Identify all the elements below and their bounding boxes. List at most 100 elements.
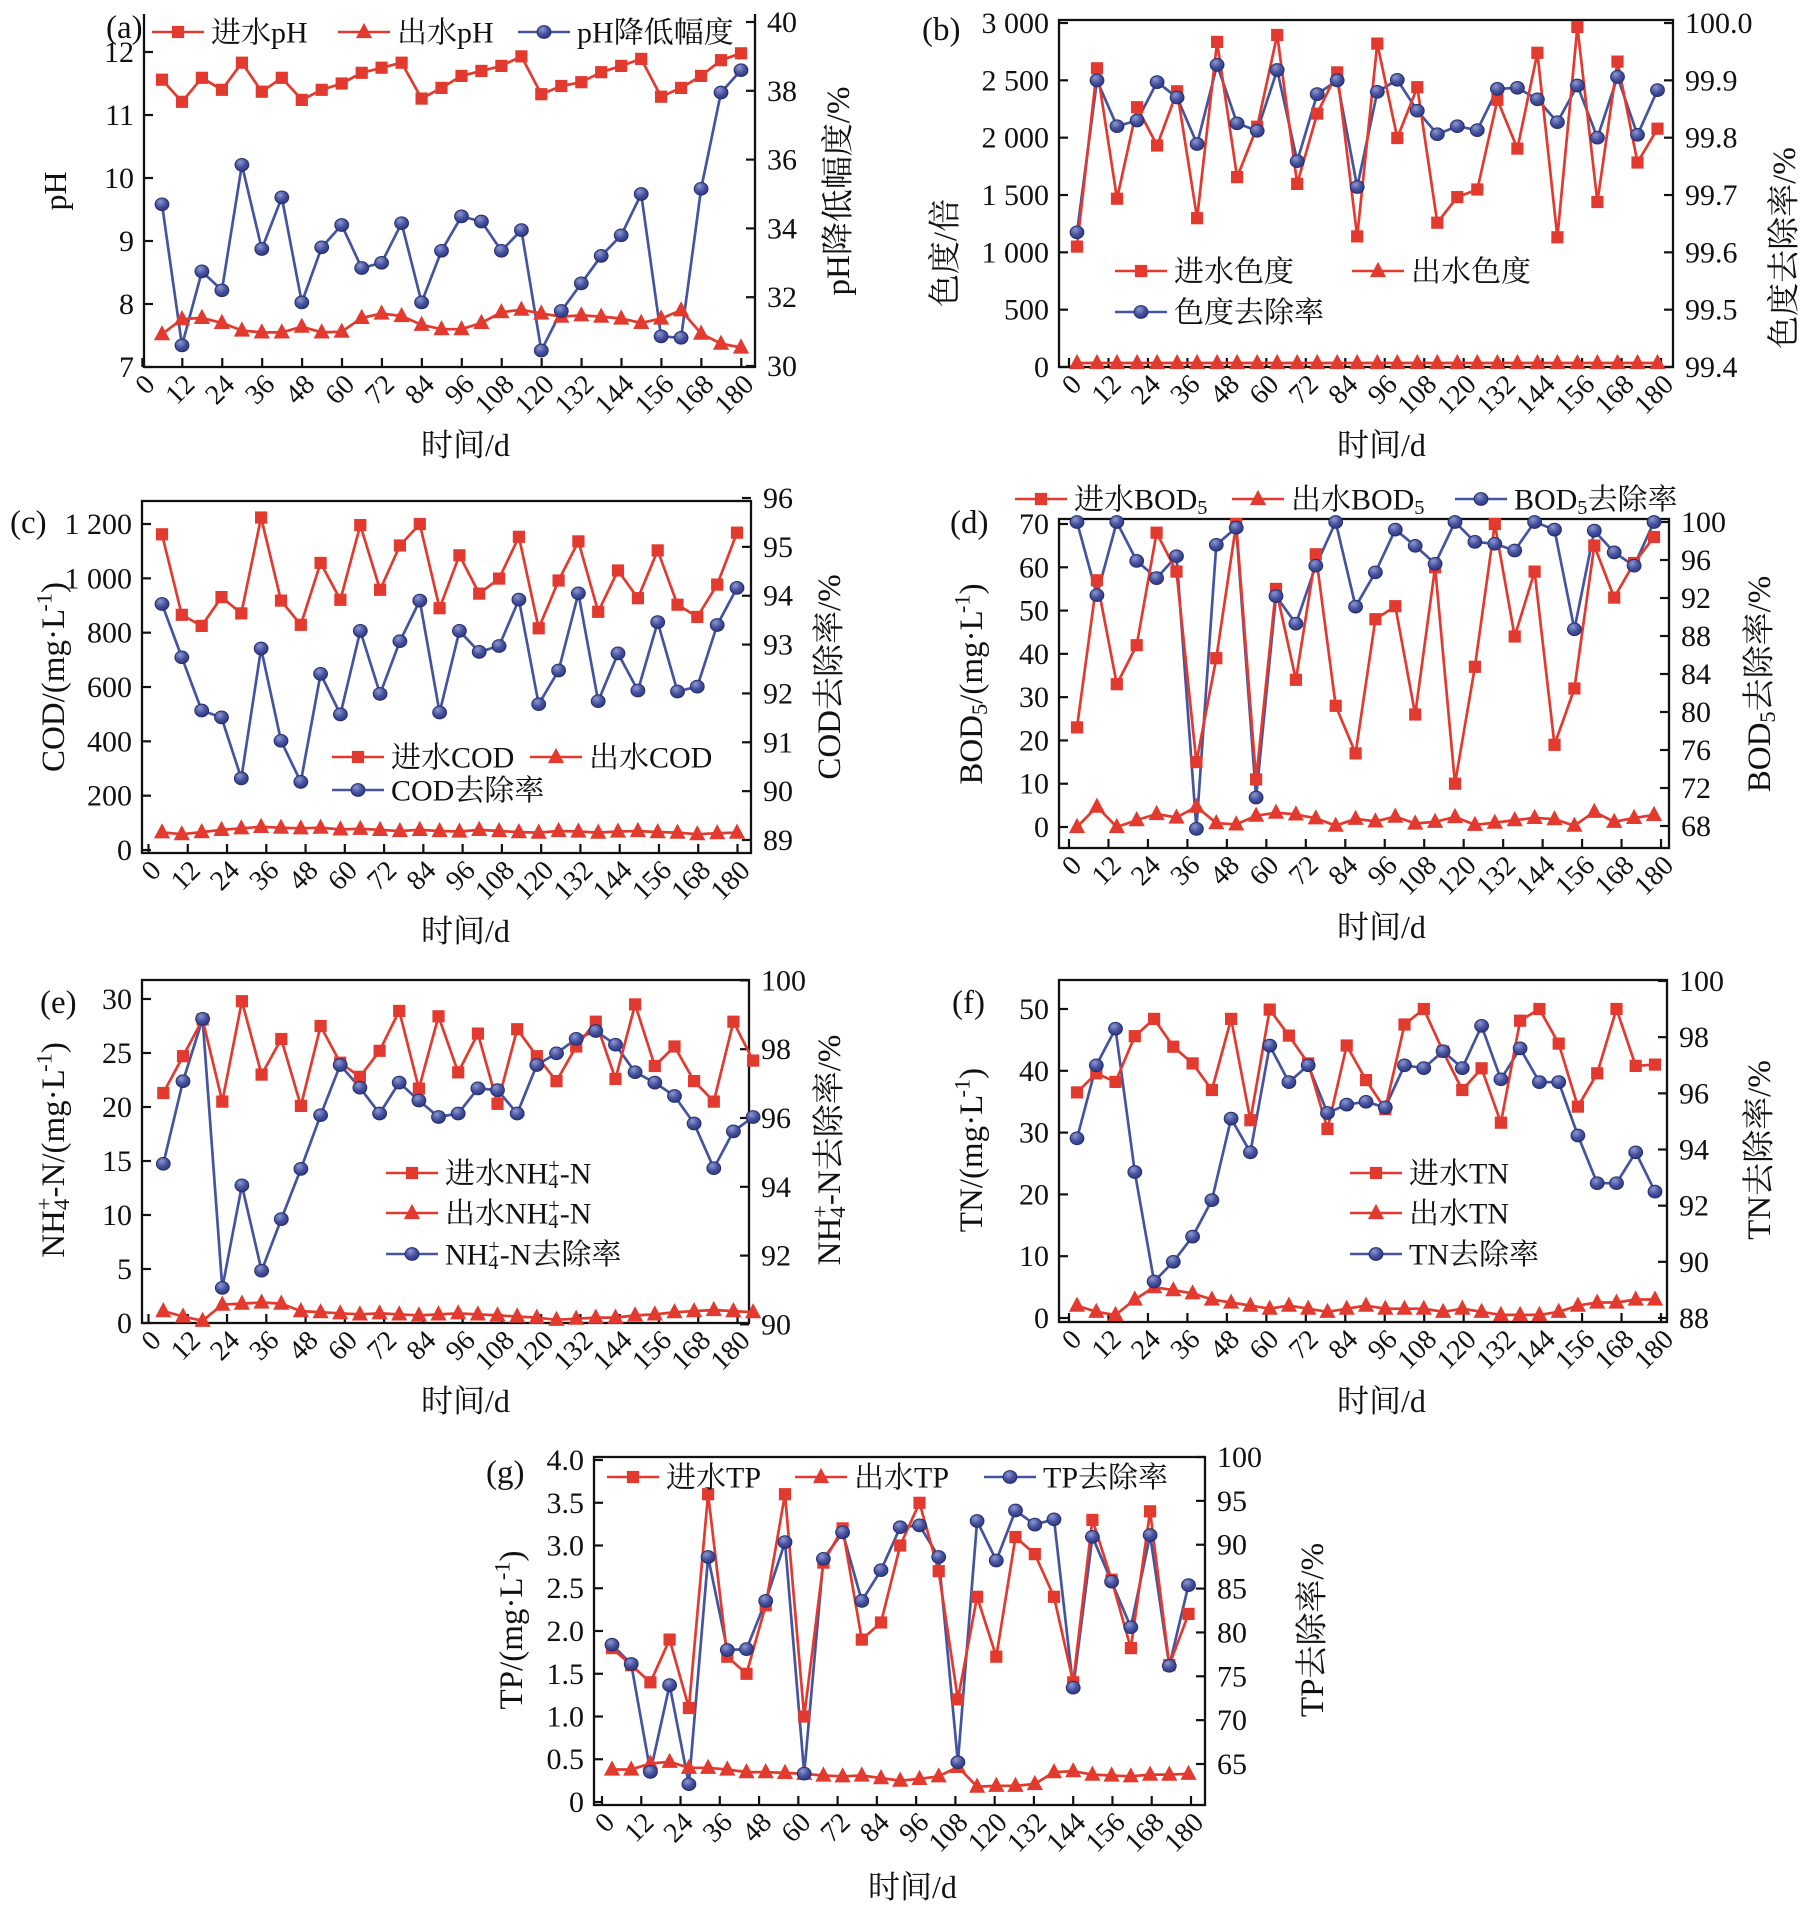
svg-text:2.5: 2.5 — [547, 1572, 585, 1605]
svg-text:11: 11 — [105, 99, 134, 132]
svg-text:800: 800 — [87, 617, 132, 650]
svg-text:1 000: 1 000 — [65, 562, 133, 595]
svg-text:99.9: 99.9 — [1685, 64, 1738, 97]
svg-text:0: 0 — [1034, 351, 1049, 384]
svg-text:5: 5 — [1197, 497, 1207, 519]
svg-text:-N: -N — [560, 1198, 592, 1231]
svg-text:1.0: 1.0 — [547, 1701, 585, 1734]
svg-text:1 500: 1 500 — [982, 179, 1050, 212]
svg-text:99.6: 99.6 — [1685, 236, 1738, 269]
svg-text:/d: /d — [1401, 909, 1426, 945]
svg-text:94: 94 — [763, 580, 793, 613]
svg-text:72: 72 — [1681, 772, 1711, 805]
svg-text:40: 40 — [1019, 1055, 1049, 1088]
svg-text:TP/(mg·L: TP/(mg·L — [494, 1577, 530, 1709]
svg-text:60: 60 — [1019, 551, 1049, 584]
svg-text:/%: /% — [1767, 147, 1803, 184]
svg-text:36: 36 — [767, 144, 797, 177]
svg-text:pH: pH — [37, 171, 73, 210]
svg-text:TN: TN — [1469, 1198, 1509, 1231]
svg-text:(g): (g) — [486, 1455, 524, 1491]
svg-text:20: 20 — [1019, 1178, 1049, 1211]
svg-text:0.5: 0.5 — [547, 1743, 585, 1776]
svg-text:7: 7 — [119, 351, 134, 384]
svg-text:pH: pH — [271, 17, 308, 50]
svg-text:5: 5 — [1755, 711, 1780, 722]
svg-text:/%: /% — [812, 1035, 848, 1072]
svg-text:12: 12 — [104, 36, 134, 69]
svg-text:1.5: 1.5 — [547, 1658, 585, 1691]
svg-text:15: 15 — [102, 1145, 132, 1178]
svg-text:COD/(mg·L: COD/(mg·L — [36, 609, 72, 772]
svg-text:/d: /d — [932, 1869, 957, 1905]
svg-text:/%: /% — [1742, 576, 1778, 613]
svg-text:): ) — [36, 582, 72, 593]
svg-text:70: 70 — [1019, 508, 1049, 541]
svg-text:85: 85 — [1217, 1573, 1247, 1606]
svg-text:(b): (b) — [922, 12, 960, 48]
svg-text:93: 93 — [763, 629, 793, 662]
svg-text:NH: NH — [445, 1239, 488, 1272]
svg-text:500: 500 — [1004, 294, 1049, 327]
svg-text:-N: -N — [560, 1158, 592, 1191]
svg-text:34: 34 — [767, 212, 797, 245]
svg-text:100: 100 — [1681, 506, 1726, 539]
svg-text:84: 84 — [1681, 658, 1711, 691]
svg-text:-1: -1 — [950, 594, 975, 613]
svg-text:30: 30 — [767, 350, 797, 383]
svg-text:92: 92 — [1681, 582, 1711, 615]
svg-text:): ) — [36, 1042, 72, 1053]
svg-text:5: 5 — [1414, 497, 1424, 519]
svg-text:4: 4 — [825, 1206, 850, 1217]
svg-text:0: 0 — [117, 834, 132, 867]
svg-text:400: 400 — [87, 725, 132, 758]
svg-text:(a): (a) — [106, 10, 143, 46]
svg-text:30: 30 — [102, 983, 132, 1016]
svg-text:90: 90 — [1679, 1246, 1709, 1279]
svg-text:10: 10 — [1019, 768, 1049, 801]
svg-text:/d: /d — [485, 913, 510, 949]
svg-text:88: 88 — [1679, 1302, 1709, 1335]
svg-text:3.5: 3.5 — [547, 1487, 585, 1520]
svg-text:50: 50 — [1019, 595, 1049, 628]
svg-text:30: 30 — [1019, 681, 1049, 714]
svg-text:94: 94 — [761, 1171, 791, 1204]
svg-text:TN: TN — [1469, 1158, 1509, 1191]
svg-text:4.0: 4.0 — [547, 1444, 585, 1477]
svg-text:0: 0 — [1034, 811, 1049, 844]
svg-text:/%: /% — [1295, 1543, 1331, 1580]
svg-text:+: + — [548, 1195, 560, 1217]
svg-text:99.7: 99.7 — [1685, 179, 1738, 212]
svg-text:BOD: BOD — [1514, 484, 1577, 517]
svg-text:-1: -1 — [949, 1079, 974, 1098]
svg-text:30: 30 — [1019, 1117, 1049, 1150]
svg-text:-N/(mg·L: -N/(mg·L — [36, 1069, 72, 1197]
svg-text:96: 96 — [763, 482, 793, 515]
svg-text:5: 5 — [1577, 497, 1587, 519]
svg-text:0: 0 — [117, 1307, 132, 1340]
svg-text:/d: /d — [1401, 1383, 1426, 1419]
svg-text:99.5: 99.5 — [1685, 294, 1738, 327]
svg-text:80: 80 — [1217, 1616, 1247, 1649]
svg-text:100: 100 — [1679, 965, 1724, 998]
svg-text:90: 90 — [761, 1308, 791, 1341]
svg-text:BOD: BOD — [1742, 723, 1778, 793]
svg-text:COD: COD — [451, 742, 514, 775]
svg-text:8: 8 — [119, 288, 134, 321]
svg-text:92: 92 — [763, 677, 793, 710]
svg-text:70: 70 — [1217, 1704, 1247, 1737]
svg-text:96: 96 — [1681, 544, 1711, 577]
svg-text:32: 32 — [767, 281, 797, 314]
svg-text:99.8: 99.8 — [1685, 122, 1738, 155]
svg-text:2.0: 2.0 — [547, 1615, 585, 1648]
svg-text:89: 89 — [763, 824, 793, 857]
svg-text:-N: -N — [812, 1170, 848, 1205]
svg-text:2 000: 2 000 — [982, 122, 1050, 155]
svg-text:4: 4 — [49, 1199, 74, 1210]
svg-text:96: 96 — [1679, 1077, 1709, 1110]
svg-text:100: 100 — [1217, 1441, 1262, 1474]
svg-text:TP: TP — [914, 1462, 949, 1495]
svg-text:25: 25 — [102, 1037, 132, 1070]
svg-text:COD: COD — [649, 742, 712, 775]
svg-text:10: 10 — [102, 1199, 132, 1232]
